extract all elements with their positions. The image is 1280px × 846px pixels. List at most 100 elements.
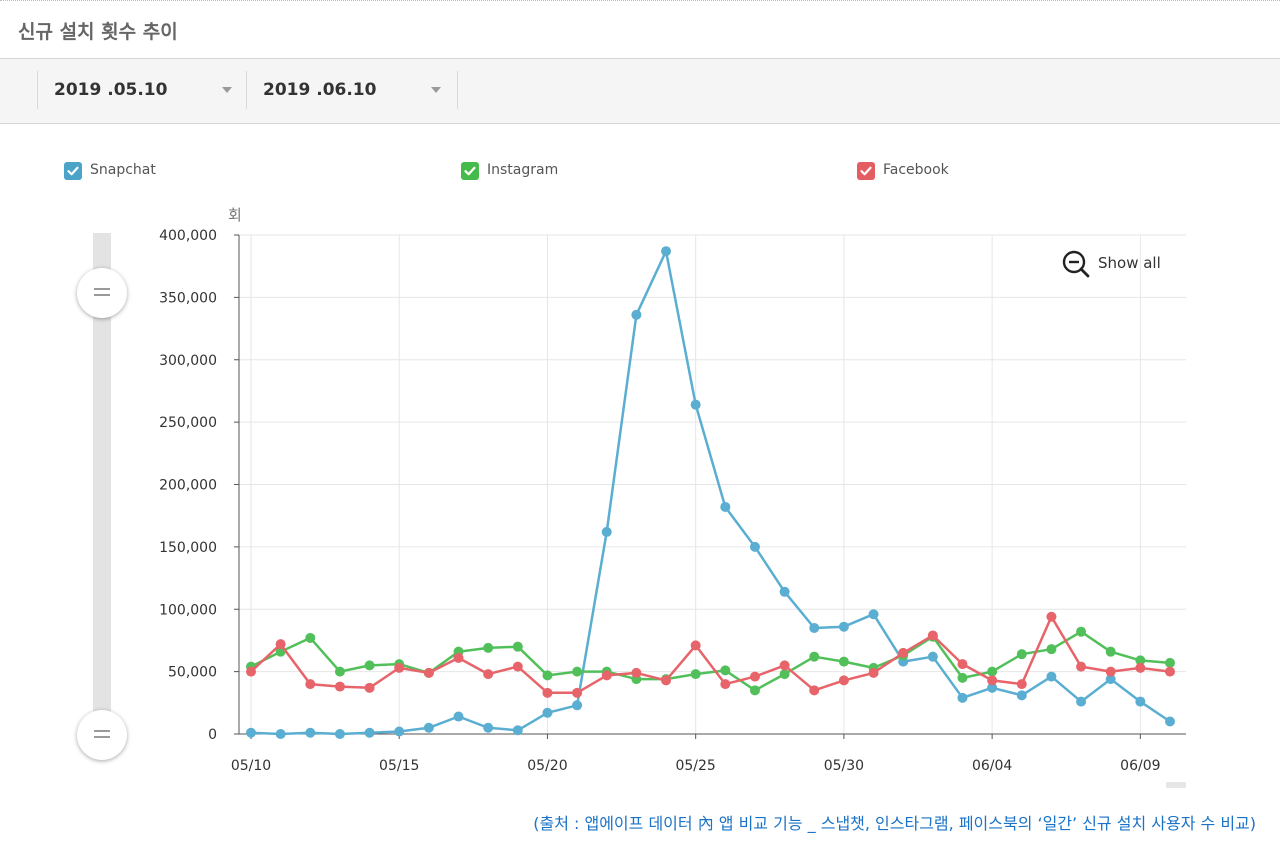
data-point-snapchat — [394, 726, 405, 737]
data-point-instagram — [1135, 655, 1146, 666]
data-point-snapchat — [838, 621, 849, 632]
data-point-facebook — [423, 667, 434, 678]
data-point-snapchat — [483, 722, 494, 733]
data-point-facebook — [661, 675, 672, 686]
data-point-instagram — [572, 666, 583, 677]
data-point-instagram — [809, 651, 820, 662]
start-date-select[interactable]: 2019 .05.10 — [37, 71, 248, 109]
data-point-facebook — [334, 681, 345, 692]
data-point-facebook — [542, 687, 553, 698]
data-point-facebook — [394, 662, 405, 673]
data-point-instagram — [1165, 657, 1175, 668]
data-point-facebook — [601, 670, 612, 681]
y-tick-label: 250,000 — [159, 415, 217, 431]
data-point-snapchat — [246, 727, 256, 738]
chevron-down-icon — [222, 87, 232, 93]
data-point-instagram — [1076, 626, 1087, 637]
data-point-instagram — [749, 685, 760, 696]
end-date-select[interactable]: 2019 .06.10 — [246, 71, 458, 109]
data-point-facebook — [275, 639, 286, 650]
show-all-label: Show all — [1098, 254, 1161, 272]
data-point-snapchat — [809, 622, 820, 633]
data-point-snapchat — [572, 700, 583, 711]
y-tick-label: 0 — [208, 727, 217, 743]
y-tick-label: 200,000 — [159, 478, 217, 494]
x-tick-label: 05/15 — [379, 758, 419, 774]
data-point-instagram — [334, 666, 345, 677]
data-point-instagram — [1046, 644, 1057, 655]
data-point-instagram — [542, 670, 553, 681]
data-point-snapchat — [1165, 716, 1175, 727]
data-point-instagram — [838, 656, 849, 667]
title-bar: 신규 설치 횟수 추이 — [0, 1, 1280, 58]
data-point-facebook — [749, 671, 760, 682]
data-point-facebook — [1076, 661, 1087, 672]
data-point-instagram — [512, 641, 523, 652]
data-point-facebook — [1165, 666, 1175, 677]
data-point-snapchat — [779, 586, 790, 597]
zoom-slider-top-handle[interactable] — [77, 268, 127, 318]
y-tick-label: 150,000 — [159, 540, 217, 556]
zoom-slider-track[interactable] — [93, 233, 111, 733]
data-point-instagram — [364, 660, 375, 671]
data-point-snapchat — [1105, 674, 1116, 685]
data-point-instagram — [987, 666, 998, 677]
y-tick-label: 100,000 — [159, 602, 217, 618]
data-point-snapchat — [957, 692, 968, 703]
scroll-handle[interactable] — [1166, 782, 1186, 788]
data-point-facebook — [512, 661, 523, 672]
data-point-facebook — [1105, 666, 1116, 677]
top-rule — [0, 0, 1280, 1]
zoom-slider-bottom-handle[interactable] — [77, 710, 127, 760]
x-tick-label: 05/20 — [527, 758, 567, 774]
data-point-facebook — [809, 685, 820, 696]
data-point-facebook — [838, 675, 849, 686]
y-axis-unit-label: 회 — [228, 206, 242, 224]
data-point-instagram — [483, 642, 494, 653]
data-point-facebook — [246, 666, 256, 677]
data-point-facebook — [572, 687, 583, 698]
data-point-snapchat — [275, 729, 286, 739]
start-date-value: 2019 .05.10 — [54, 80, 168, 100]
data-point-snapchat — [423, 722, 434, 733]
checkbox-checked-icon — [64, 162, 82, 180]
data-point-snapchat — [868, 609, 879, 620]
data-point-facebook — [453, 652, 464, 663]
y-tick-label: 300,000 — [159, 353, 217, 369]
checkbox-checked-icon — [857, 162, 875, 180]
data-point-instagram — [690, 669, 701, 680]
data-point-snapchat — [1076, 696, 1087, 707]
data-point-snapchat — [453, 711, 464, 722]
y-tick-label: 50,000 — [168, 665, 217, 681]
data-point-snapchat — [690, 399, 701, 410]
show-all-button[interactable]: Show all — [1060, 248, 1161, 278]
x-tick-label: 05/10 — [231, 758, 271, 774]
end-date-value: 2019 .06.10 — [263, 80, 377, 100]
data-point-facebook — [1046, 611, 1057, 622]
data-point-facebook — [690, 640, 701, 651]
data-point-facebook — [364, 682, 375, 693]
data-point-snapchat — [927, 651, 938, 662]
data-point-facebook — [720, 679, 731, 690]
zoom-out-icon — [1062, 250, 1090, 278]
x-tick-label: 06/04 — [972, 758, 1012, 774]
chevron-down-icon — [431, 87, 441, 93]
data-point-facebook — [1016, 679, 1027, 690]
data-point-facebook — [927, 630, 938, 641]
data-point-facebook — [898, 647, 909, 658]
data-point-snapchat — [631, 309, 642, 320]
data-point-snapchat — [305, 727, 316, 738]
data-point-facebook — [631, 667, 642, 678]
data-point-instagram — [720, 665, 731, 676]
data-point-facebook — [483, 669, 494, 680]
data-point-snapchat — [720, 501, 731, 512]
data-point-snapchat — [1016, 690, 1027, 701]
data-point-snapchat — [334, 729, 345, 739]
data-point-snapchat — [364, 727, 375, 738]
data-point-facebook — [305, 679, 316, 690]
date-range-bar: 2019 .05.10 2019 .06.10 — [0, 58, 1280, 124]
data-point-snapchat — [661, 246, 672, 257]
x-tick-label: 05/25 — [675, 758, 715, 774]
legend-label: Snapchat — [90, 162, 156, 178]
